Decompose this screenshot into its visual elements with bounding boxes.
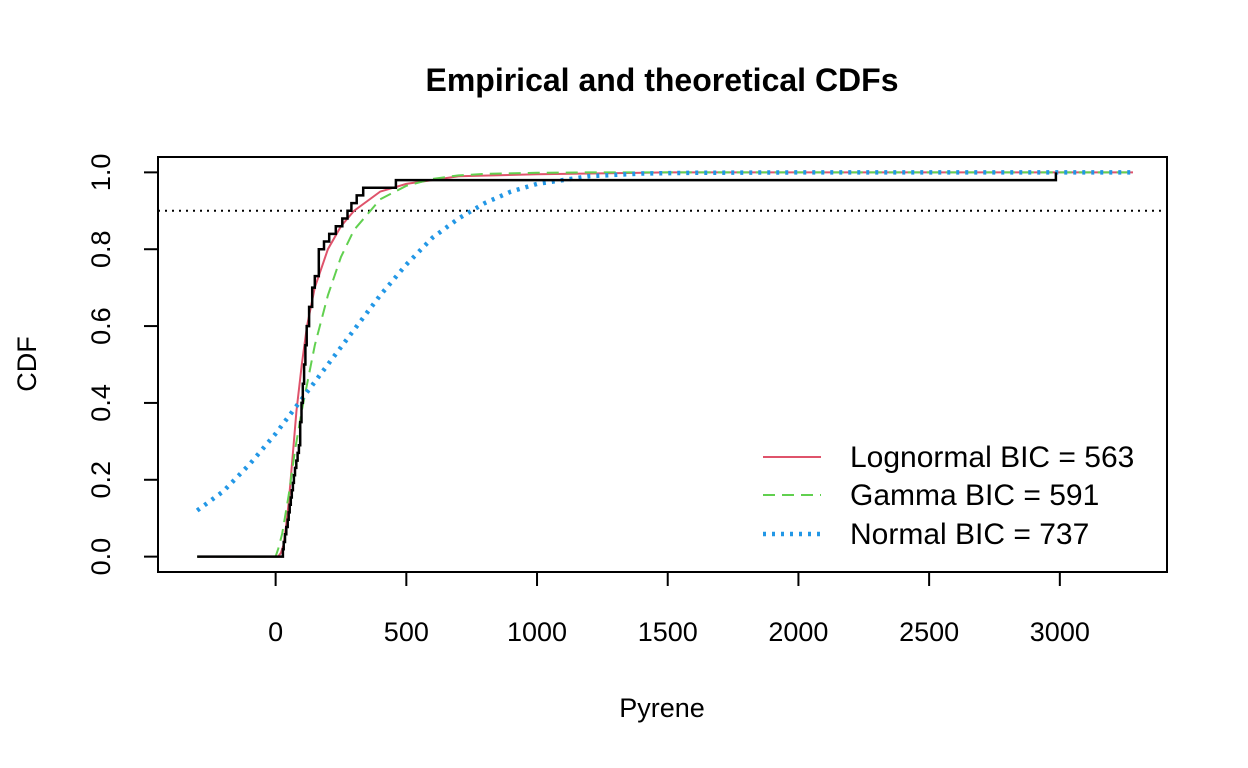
y-tick-label: 0.8 — [86, 230, 116, 268]
y-tick-label: 0.6 — [86, 307, 116, 345]
legend-label-2: Normal BIC = 737 — [850, 518, 1089, 551]
x-axis: 0 500 1000 1500 2000 2500 3000 — [268, 571, 1090, 647]
legend: Lognormal BIC = 563 Gamma BIC = 591 Normal… — [763, 441, 1134, 551]
y-tick-label: 0.2 — [86, 461, 116, 499]
y-tick-label: 1.0 — [86, 154, 116, 192]
x-tick-label: 0 — [268, 617, 283, 647]
y-axis-label: CDF — [12, 336, 42, 392]
x-axis-label: Pyrene — [619, 693, 705, 723]
series-line-1 — [197, 171, 1133, 558]
y-axis: 0.0 0.2 0.4 0.6 0.8 1.0 — [86, 154, 159, 576]
x-tick-label: 3000 — [1030, 617, 1090, 647]
x-tick-label: 2500 — [899, 617, 959, 647]
x-tick-label: 1000 — [507, 617, 567, 647]
x-tick-label: 2000 — [768, 617, 828, 647]
chart-title: Empirical and theoretical CDFs — [425, 62, 898, 98]
x-tick-label: 500 — [384, 617, 429, 647]
legend-label-0: Lognormal BIC = 563 — [850, 441, 1134, 474]
legend-label-1: Gamma BIC = 591 — [850, 479, 1099, 512]
empirical-cdf-steps — [197, 172, 1058, 558]
series-layer — [195, 170, 1133, 558]
y-tick-label: 0.0 — [86, 538, 116, 576]
x-tick-label: 1500 — [638, 617, 698, 647]
y-tick-label: 0.4 — [86, 384, 116, 422]
series-line-2 — [195, 170, 1133, 513]
